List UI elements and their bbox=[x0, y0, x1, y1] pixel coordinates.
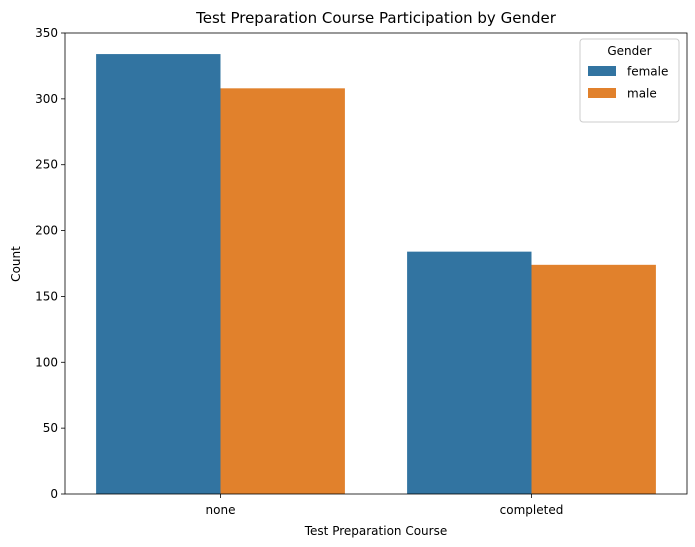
y-tick-label: 250 bbox=[35, 158, 58, 172]
y-tick-label: 350 bbox=[35, 26, 58, 40]
y-axis: 0 50 100 150 200 250 300 350 bbox=[35, 26, 65, 501]
legend-label-female: female bbox=[627, 65, 668, 79]
y-tick-label: 150 bbox=[35, 289, 58, 303]
y-tick-label: 300 bbox=[35, 92, 58, 106]
plot-frame bbox=[64, 32, 688, 495]
legend-label-male: male bbox=[627, 87, 657, 101]
x-tick-label: completed bbox=[500, 503, 564, 517]
bar-female-none bbox=[96, 54, 221, 495]
x-axis: none completed bbox=[206, 494, 564, 517]
y-tick-label: 100 bbox=[35, 355, 58, 369]
legend-swatch-female bbox=[588, 66, 616, 76]
legend-title: Gender bbox=[607, 44, 651, 58]
bar-male-completed bbox=[531, 264, 656, 494]
legend-swatch-male bbox=[588, 88, 616, 98]
chart-title: Test Preparation Course Participation by… bbox=[195, 9, 557, 27]
bar-female-completed bbox=[407, 251, 532, 494]
y-tick-label: 200 bbox=[35, 224, 58, 238]
legend: Gender female male bbox=[579, 38, 680, 123]
y-axis-label: Count bbox=[9, 246, 23, 282]
x-tick-label: none bbox=[206, 503, 236, 517]
plot-area bbox=[96, 54, 656, 495]
bar-male-none bbox=[220, 88, 345, 494]
y-tick-label: 0 bbox=[50, 487, 58, 501]
x-axis-label: Test Preparation Course bbox=[304, 524, 447, 538]
legend-box bbox=[579, 38, 680, 123]
y-tick-label: 50 bbox=[43, 421, 58, 435]
